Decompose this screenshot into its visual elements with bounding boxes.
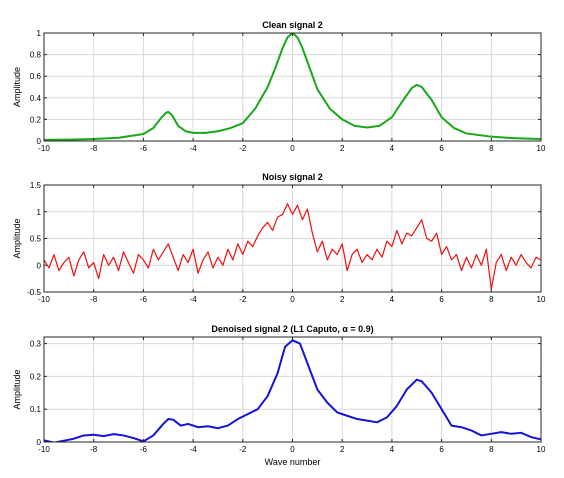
chart-title: Noisy signal 2	[262, 172, 323, 182]
chart-panel-2: -10 -8 -6 -4 -2 0 2 4 6 8 10 -0.5 0 0.5 1 1.5 Noisy sign…	[12, 172, 546, 304]
x-tick-label: 8	[489, 144, 494, 153]
x-tick-label: 10	[537, 295, 546, 304]
y-tick-label: 0	[37, 137, 42, 146]
y-tick-label: 0	[37, 438, 42, 447]
x-tick-label: -2	[239, 445, 247, 454]
y-tick-label: 0	[37, 261, 42, 270]
x-tick-label: 4	[390, 144, 395, 153]
chart-title: Clean signal 2	[262, 20, 323, 30]
y-tick-label: 0.5	[30, 235, 42, 244]
y-tick-label: 0.8	[30, 51, 42, 60]
y-tick-label: 1	[37, 208, 42, 217]
x-tick-label: 0	[290, 445, 295, 454]
chart-panel-1: -10 -8 -6 -4 -2 0 2 4 6 8 10 0 0.2 0.4 0.6 0.8 1 Clean si…	[12, 20, 546, 153]
x-tick-label: 2	[340, 295, 345, 304]
x-tick-label: -6	[140, 295, 148, 304]
y-tick-label: 0.3	[30, 340, 42, 349]
x-tick-label: -6	[140, 144, 148, 153]
x-tick-label: 2	[340, 144, 345, 153]
y-axis-label: Amplitude	[12, 218, 22, 258]
x-tick-label: -2	[239, 295, 247, 304]
y-tick-label: 1	[37, 29, 42, 38]
x-tick-label: 4	[390, 445, 395, 454]
y-tick-label: 0.1	[30, 405, 42, 414]
y-tick-label: 0.4	[30, 94, 42, 103]
x-tick-label: -4	[190, 295, 198, 304]
x-tick-label: 0	[290, 144, 295, 153]
x-tick-label: -4	[190, 445, 198, 454]
x-tick-label: -10	[38, 445, 50, 454]
chart-panel-3: -10 -8 -6 -4 -2 0 2 4 6 8 10 0 0.1 0.2 0.3 Denoised sig…	[12, 324, 546, 467]
series-line-1	[44, 339, 541, 442]
x-tick-label: -10	[38, 144, 50, 153]
x-tick-label: -8	[90, 445, 98, 454]
x-tick-label: 8	[489, 295, 494, 304]
x-tick-label: 10	[537, 445, 546, 454]
y-axis-label: Amplitude	[12, 67, 22, 107]
y-tick-label: -0.5	[27, 288, 41, 297]
x-tick-label: -8	[90, 295, 98, 304]
series-line-1	[44, 33, 541, 141]
y-tick-label: 1.5	[30, 181, 42, 190]
chart-title: Denoised signal 2 (L1 Caputo, α = 0.9)	[211, 324, 373, 334]
x-tick-label: -10	[38, 295, 50, 304]
x-tick-label: 8	[489, 445, 494, 454]
x-tick-label: 4	[390, 295, 395, 304]
x-tick-label: 6	[439, 144, 444, 153]
y-tick-label: 0.2	[30, 115, 42, 124]
x-tick-label: 6	[439, 445, 444, 454]
x-axis-label: Wave number	[265, 457, 321, 467]
x-tick-label: 6	[439, 295, 444, 304]
x-tick-label: 10	[537, 144, 546, 153]
y-tick-label: 0.6	[30, 72, 42, 81]
x-tick-label: -2	[239, 144, 247, 153]
y-axis-label: Amplitude	[12, 369, 22, 409]
x-tick-label: -8	[90, 144, 98, 153]
x-tick-label: 0	[290, 295, 295, 304]
y-tick-label: 0.2	[30, 372, 42, 381]
x-tick-label: -6	[140, 445, 148, 454]
x-tick-label: -4	[190, 144, 198, 153]
x-tick-label: 2	[340, 445, 345, 454]
series-line-1	[44, 203, 541, 290]
